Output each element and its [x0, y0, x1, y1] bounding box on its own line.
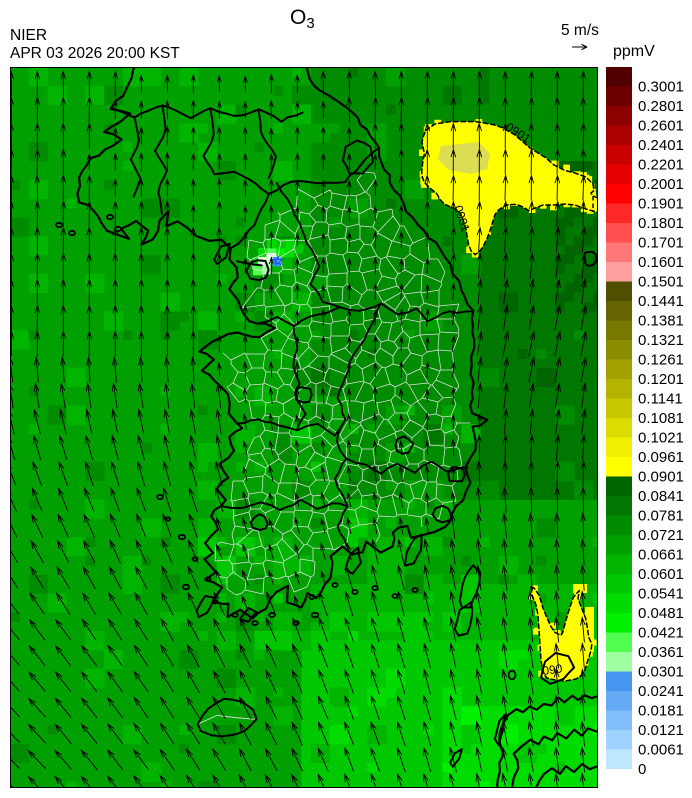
svg-text:0.1321: 0.1321: [638, 332, 684, 349]
svg-text:0.0121: 0.0121: [638, 722, 684, 739]
svg-text:0.0421: 0.0421: [638, 625, 684, 642]
svg-text:0.0181: 0.0181: [638, 703, 684, 720]
svg-text:0.0241: 0.0241: [638, 683, 684, 700]
svg-text:0.0661: 0.0661: [638, 547, 684, 564]
svg-text:0.0301: 0.0301: [638, 664, 684, 681]
svg-text:0.1501: 0.1501: [638, 274, 684, 291]
svg-text:0.0961: 0.0961: [638, 449, 684, 466]
svg-text:0.1441: 0.1441: [638, 293, 684, 310]
svg-text:0.0601: 0.0601: [638, 566, 684, 583]
svg-text:0.1901: 0.1901: [638, 196, 684, 213]
svg-text:0.0541: 0.0541: [638, 586, 684, 603]
svg-text:0.1381: 0.1381: [638, 313, 684, 330]
svg-text:0.0901: 0.0901: [638, 469, 684, 486]
svg-text:0.0481: 0.0481: [638, 605, 684, 622]
svg-text:0.1021: 0.1021: [638, 430, 684, 447]
svg-text:0.2801: 0.2801: [638, 98, 684, 115]
svg-text:0.1701: 0.1701: [638, 235, 684, 252]
svg-text:0.2201: 0.2201: [638, 157, 684, 174]
svg-text:0.1601: 0.1601: [638, 254, 684, 271]
svg-text:0.2601: 0.2601: [638, 118, 684, 135]
svg-text:0.2401: 0.2401: [638, 137, 684, 154]
svg-text:0: 0: [638, 761, 646, 778]
svg-text:0.0721: 0.0721: [638, 527, 684, 544]
svg-text:0.1201: 0.1201: [638, 371, 684, 388]
svg-text:0.1081: 0.1081: [638, 410, 684, 427]
svg-text:0.0841: 0.0841: [638, 488, 684, 505]
svg-text:0.1141: 0.1141: [638, 391, 683, 408]
svg-text:0.1801: 0.1801: [638, 215, 684, 232]
svg-text:0.0361: 0.0361: [638, 644, 684, 661]
svg-text:0.1261: 0.1261: [638, 352, 684, 369]
svg-text:0.0781: 0.0781: [638, 508, 684, 525]
svg-text:0.3001: 0.3001: [638, 79, 684, 96]
svg-text:0.0061: 0.0061: [638, 742, 684, 759]
svg-text:0.2001: 0.2001: [638, 176, 684, 193]
